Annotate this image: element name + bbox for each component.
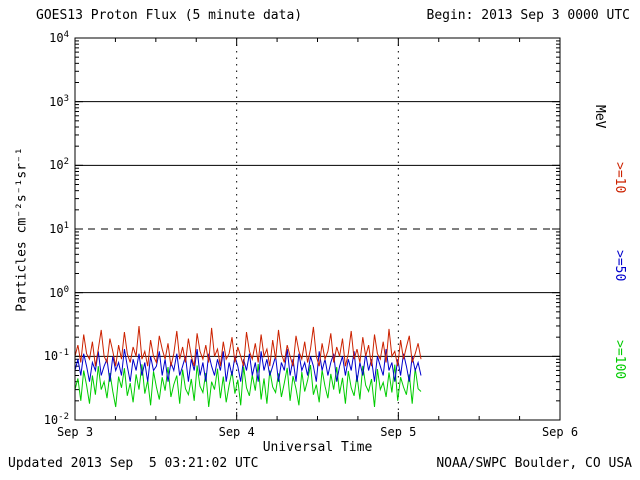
y-tick-label: 103 <box>49 93 69 109</box>
legend-unit-label: MeV <box>592 105 607 129</box>
x-tick-label: Sep 4 <box>218 425 255 439</box>
legend-ge100-label: >=100 <box>612 340 627 380</box>
x-tick-label: Sep 3 <box>56 425 94 439</box>
y-tick-label: 104 <box>49 30 69 45</box>
series-line--10-mev <box>74 325 422 367</box>
legend-ge50-label: >=50 <box>612 250 627 282</box>
x-tick-label: Sep 6 <box>541 425 579 439</box>
x-tick-label: Sep 5 <box>380 425 417 439</box>
y-tick-label: 102 <box>49 157 69 173</box>
y-tick-label: 10-1 <box>43 348 69 364</box>
begin-timestamp: Begin: 2013 Sep 3 0000 UTC <box>426 8 631 23</box>
source-attribution: NOAA/SWPC Boulder, CO USA <box>436 456 632 471</box>
y-tick-label: 10-2 <box>43 412 69 427</box>
chart-title: GOES13 Proton Flux (5 minute data) <box>36 8 303 23</box>
plot-frame <box>74 37 561 421</box>
y-tick-label: 100 <box>49 284 69 300</box>
updated-timestamp: Updated 2013 Sep 5 03:21:02 UTC <box>8 456 259 471</box>
series-line--50-mev <box>74 349 422 382</box>
y-axis-label: Particles cm⁻²s⁻¹sr⁻¹ <box>14 147 30 312</box>
x-axis-label: Universal Time <box>262 440 373 455</box>
legend-ge10-label: >=10 <box>612 162 627 194</box>
y-tick-label: 101 <box>49 221 69 236</box>
